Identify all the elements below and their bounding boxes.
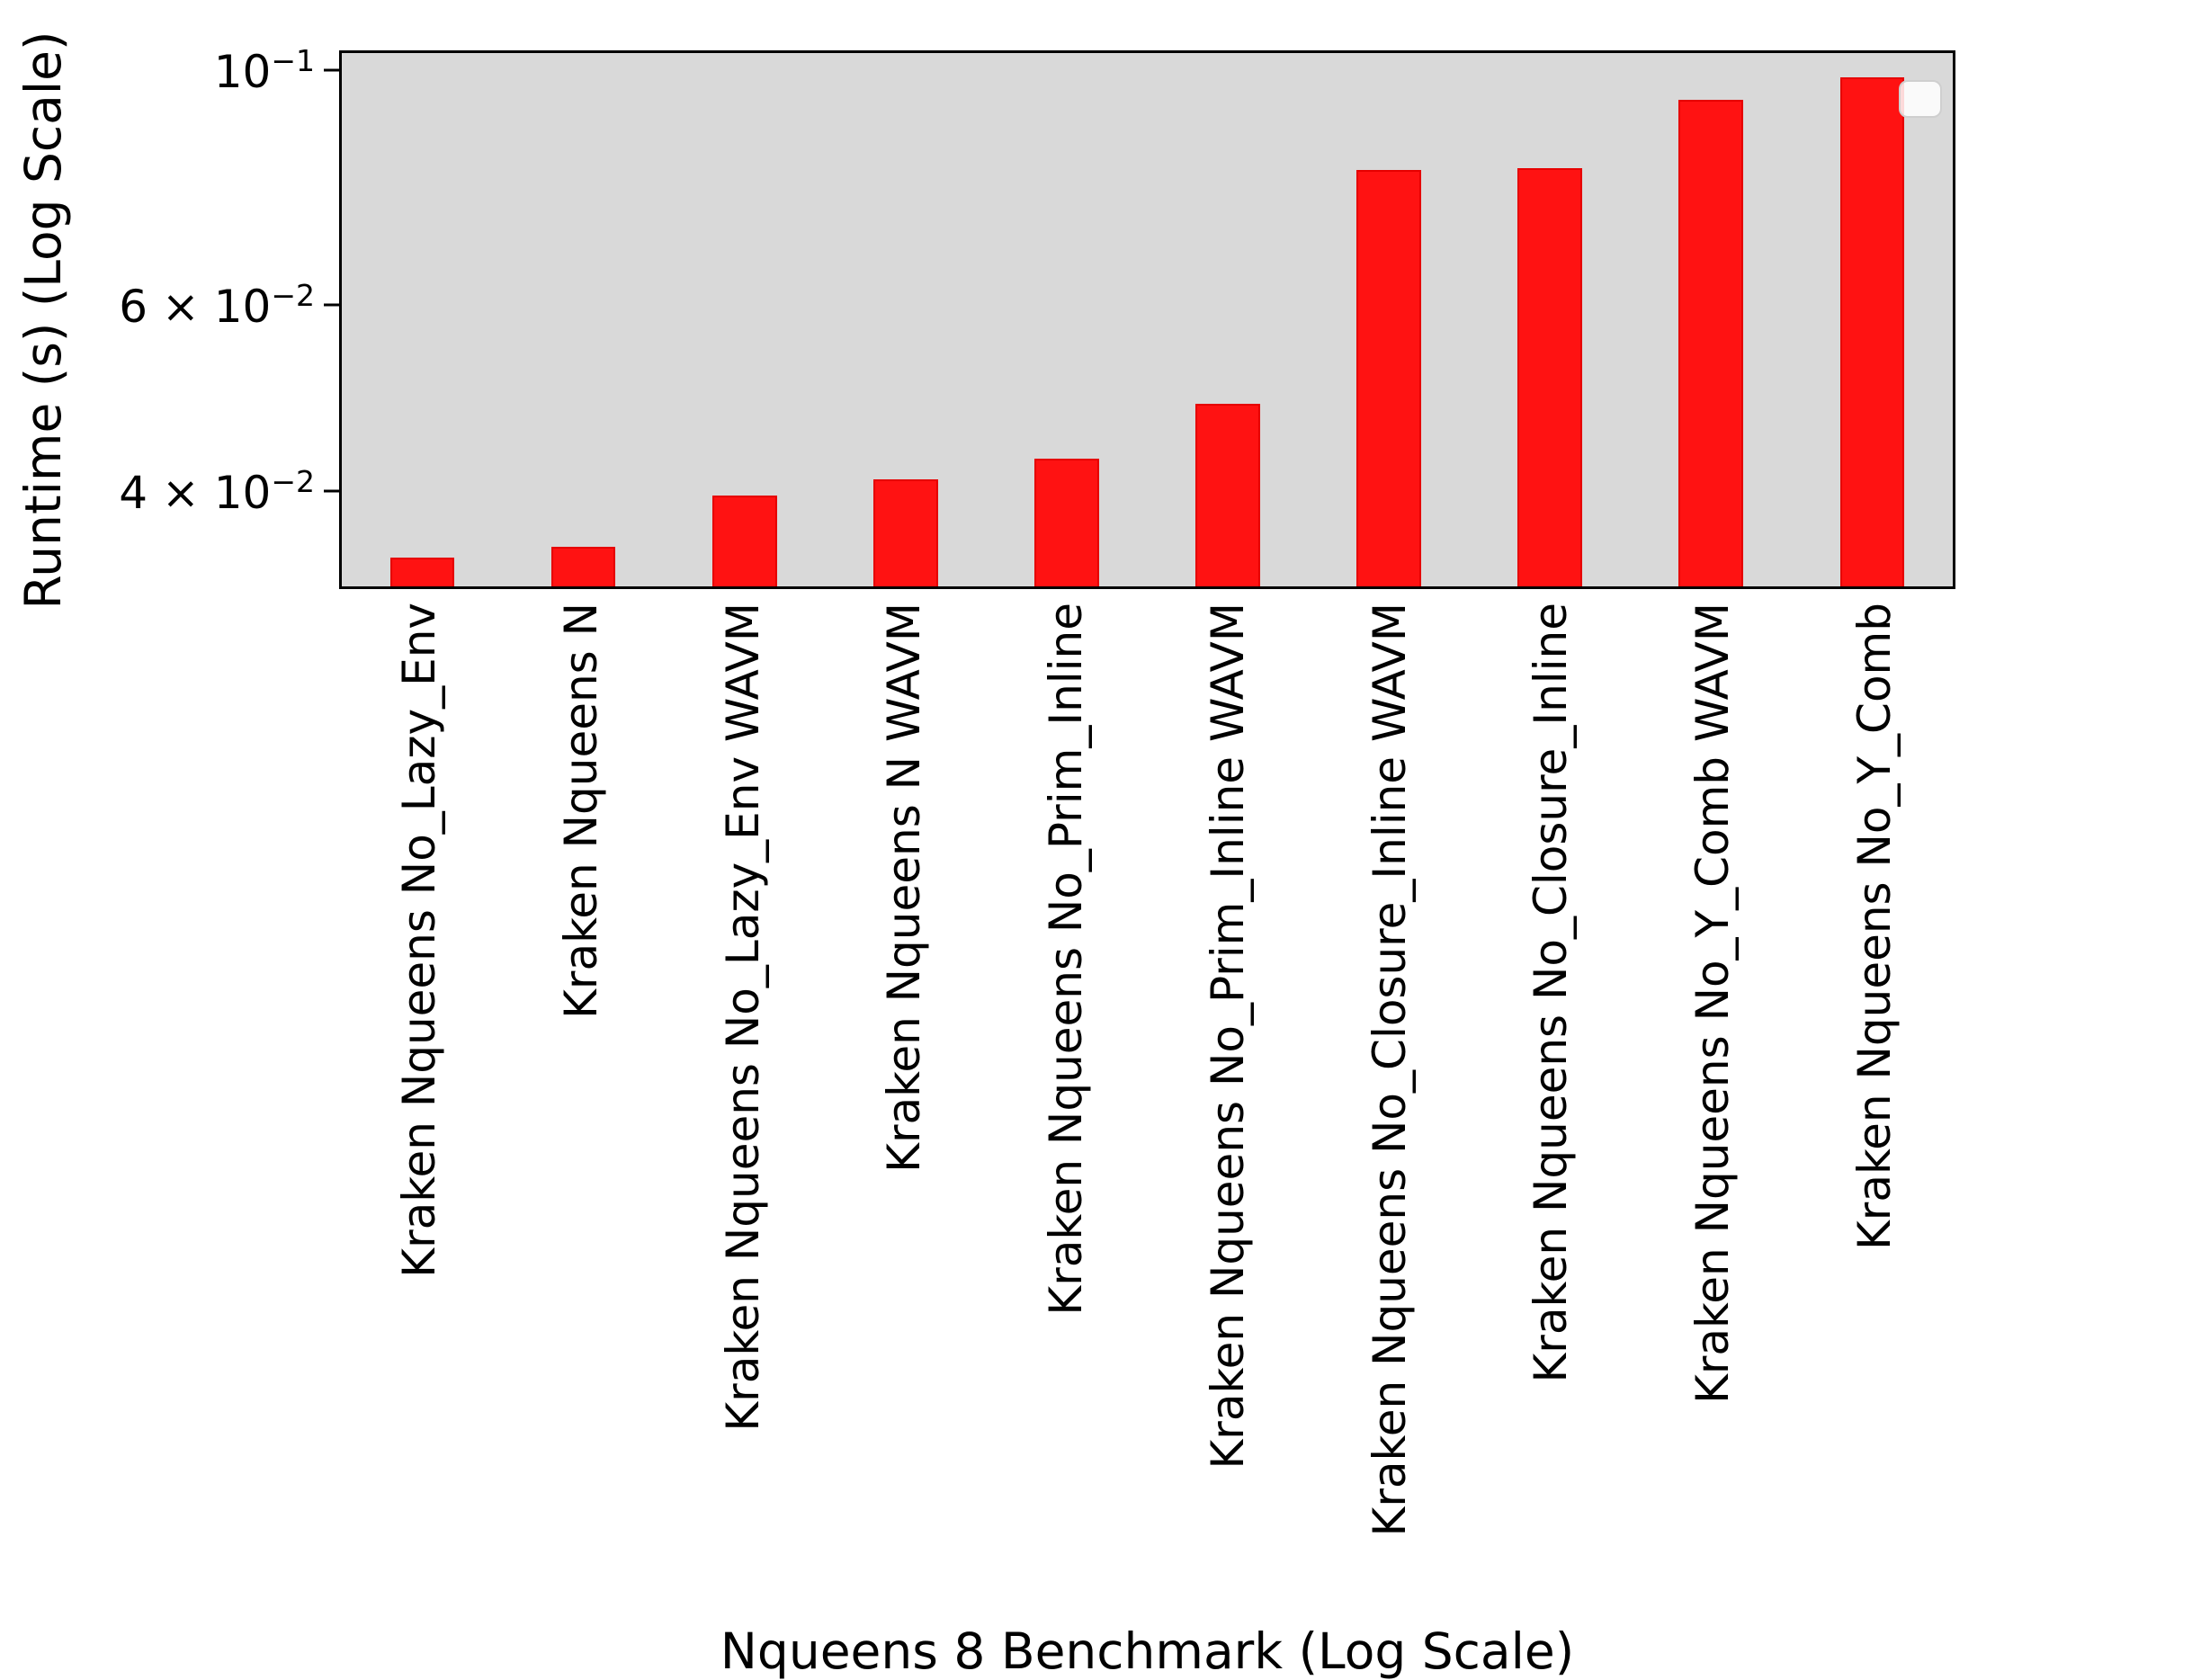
- x-category-label: Kraken Nqueens No_Prim_Inline WAVM: [1201, 603, 1254, 1470]
- x-category-slot: Kraken Nqueens No_Prim_Inline: [986, 603, 1148, 1628]
- x-category-slot: Kraken Nqueens No_Prim_Inline WAVM: [1148, 603, 1310, 1628]
- bar-slot: [986, 53, 1147, 586]
- x-category-slot: Kraken Nqueens N WAVM: [824, 603, 986, 1628]
- y-axis-title: Runtime (s) (Log Scale): [14, 31, 72, 610]
- bar-8: [1517, 167, 1583, 586]
- x-category-slot: Kraken Nqueens No_Lazy_Env WAVM: [662, 603, 824, 1628]
- x-category-label: Kraken Nqueens N WAVM: [878, 603, 931, 1173]
- bar-5: [1034, 459, 1099, 586]
- bar-slot: [1470, 53, 1631, 586]
- bar-slot: [342, 53, 503, 586]
- x-category-slot: Kraken Nqueens N: [501, 603, 663, 1628]
- bar-10: [1839, 76, 1905, 586]
- x-category-slot: Kraken Nqueens No_Y_Comb: [1794, 603, 1955, 1628]
- y-tick-label: 4 × 10−2: [119, 464, 315, 519]
- plot-area: 10−1 6 × 10−2 4 × 10−2: [119, 46, 1955, 589]
- x-category-slot: Kraken Nqueens No_Y_Comb WAVM: [1633, 603, 1794, 1628]
- x-category-slot: Kraken Nqueens No_Closure_Inline WAVM: [1309, 603, 1471, 1628]
- x-category-label: Kraken Nqueens No_Y_Comb: [1848, 603, 1901, 1250]
- x-category-label: Kraken Nqueens No_Closure_Inline: [1525, 603, 1578, 1383]
- bar-7: [1356, 169, 1421, 586]
- bar-slot: [503, 53, 664, 586]
- bar-slot: [1147, 53, 1308, 586]
- y-tick-label: 10−1: [213, 43, 315, 98]
- x-category-label: Kraken Nqueens No_Y_Comb WAVM: [1686, 603, 1739, 1404]
- x-category-slot: Kraken Nqueens No_Closure_Inline: [1471, 603, 1633, 1628]
- bar-slot: [825, 53, 986, 586]
- x-axis-title: Nqueens 8 Benchmark (Log Scale): [720, 1622, 1575, 1680]
- bar-slot: [1631, 53, 1792, 586]
- legend-box: [1899, 80, 1942, 118]
- bar-3: [711, 496, 777, 586]
- bar-2: [550, 547, 616, 586]
- x-category-label: Kraken Nqueens No_Prim_Inline: [1040, 603, 1093, 1316]
- y-tick-mark: [324, 68, 339, 72]
- x-category-label: Kraken Nqueens No_Lazy_Env: [393, 603, 446, 1278]
- bar-slot: [664, 53, 825, 586]
- y-tick-mark: [324, 489, 339, 493]
- bars-container: [342, 53, 1953, 586]
- y-tick-mark: [324, 303, 339, 307]
- x-category-slot: Kraken Nqueens No_Lazy_Env: [339, 603, 501, 1628]
- y-tick-label: 6 × 10−2: [119, 278, 315, 333]
- x-category-label: Kraken Nqueens No_Closure_Inline WAVM: [1363, 603, 1416, 1537]
- x-category-label: Kraken Nqueens No_Lazy_Env WAVM: [716, 603, 769, 1432]
- bar-4: [873, 479, 938, 586]
- x-category-labels: Kraken Nqueens No_Lazy_Env Kraken Nqueens…: [339, 603, 1955, 1628]
- x-category-label: Kraken Nqueens N: [555, 603, 608, 1019]
- bar-9: [1678, 99, 1744, 586]
- bar-6: [1195, 403, 1260, 586]
- bar-slot: [1309, 53, 1470, 586]
- bar-1: [389, 558, 455, 586]
- bar-slot: [1792, 53, 1953, 586]
